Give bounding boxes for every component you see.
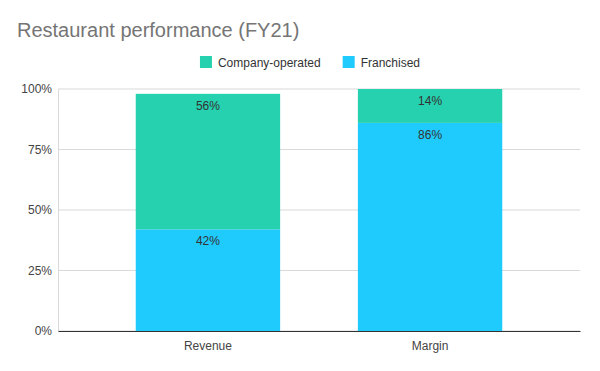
y-tick: 0%	[35, 324, 58, 338]
legend-label: Franchised	[361, 56, 420, 70]
x-axis-line	[59, 331, 581, 332]
bar	[136, 229, 280, 331]
bar	[136, 94, 280, 230]
y-tick: 75%	[28, 143, 58, 157]
title: Restaurant performance (FY21)	[17, 19, 299, 41]
legend-swatch	[343, 56, 355, 68]
y-tick-label: 75%	[28, 143, 52, 157]
plot: 0% 25% 50% 75% 100% 42% 86% 56% 14% Revenue Margin	[21, 82, 580, 352]
y-tick: 100%	[21, 82, 58, 96]
y-tick-label: 25%	[28, 264, 52, 278]
y-axis: 0% 25% 50% 75% 100%	[21, 82, 58, 338]
x-tick-label: Margin	[412, 339, 449, 353]
x-axis: Revenue Margin	[59, 331, 581, 353]
x-tick-label: Revenue	[184, 339, 232, 353]
y-tick: 25%	[28, 264, 58, 278]
y-tick-label: 0%	[35, 324, 53, 338]
chart: Restaurant performance (FY21) 0% 25% 50% 75%…	[0, 0, 600, 371]
y-tick-label: 100%	[21, 82, 52, 96]
y-axis-line	[58, 90, 59, 332]
x-tick: Margin	[412, 331, 449, 353]
bar	[358, 89, 502, 123]
series	[136, 89, 503, 229]
legend-swatch	[200, 56, 212, 68]
bars	[136, 89, 503, 331]
y-tick-label: 50%	[28, 203, 52, 217]
legend-label: Company-operated	[218, 56, 321, 70]
data-label: 56%	[196, 99, 220, 113]
data-labels: 42% 86% 56% 14%	[196, 94, 442, 248]
data-label: 14%	[418, 94, 442, 108]
data-label: 42%	[196, 234, 220, 248]
legend-item: Franchised	[343, 56, 420, 70]
grid	[58, 89, 580, 331]
bar	[358, 123, 502, 331]
data-label: 86%	[418, 128, 442, 142]
x-tick: Revenue	[184, 331, 232, 353]
y-tick: 50%	[28, 203, 58, 217]
legend-item: Company-operated	[200, 56, 321, 70]
legend: Company-operated Franchised	[200, 56, 420, 70]
